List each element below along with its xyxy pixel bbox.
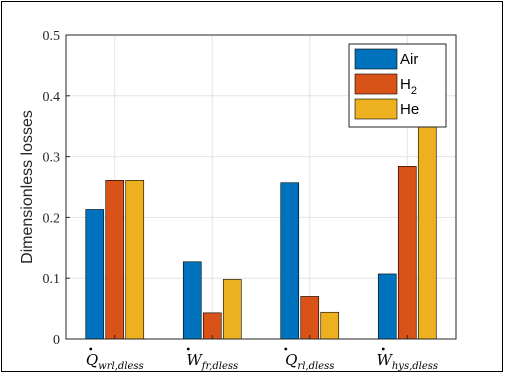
y-axis-label: Dimensionless losses [19,110,36,264]
axes-box [65,34,457,340]
x-tick-label: Qrl,dless [285,351,334,372]
overdot [186,347,190,351]
legend-swatch-he [354,98,398,120]
legend-swatch-air [354,48,398,70]
x-tick-label: Wfr,dless [186,351,238,372]
bar-air-1 [85,209,105,340]
legend-label: He [400,101,419,118]
x-tick-label: Qwrl,dless [86,351,144,372]
y-tick-label: 0.5 [43,29,61,44]
overdot [381,347,385,351]
overdot [89,347,93,351]
legend-label: Air [400,51,418,68]
bar-h-4 [397,166,417,340]
bars [85,73,437,340]
y-tick-label: 0.3 [43,151,61,166]
bar-air-2 [182,261,202,340]
legend: Air H2 He [348,43,447,128]
x-tick-label: Whys,dless [376,351,438,372]
legend-swatch-h [354,73,398,95]
y-tick-label: 0.1 [43,272,61,287]
bar-h-1 [105,180,125,340]
bar-air-4 [377,273,397,340]
bar-he-3 [320,311,340,340]
legend-label: H2 [400,76,417,97]
bar-h-3 [300,296,320,340]
y-tick-labels: 0 0.1 0.2 0.3 0.4 0.5 [43,29,70,348]
overdot [284,347,288,351]
y-tick-label: 0 [53,333,60,348]
x-tick-labels: Qwrl,dless Wfr,dless Qrl,dless Whys,dless [86,335,438,372]
bar-he-2 [222,279,242,340]
bar-air-3 [280,182,300,340]
y-tick-label: 0.4 [43,90,61,105]
bar-he-1 [125,180,145,340]
y-tick-label: 0.2 [43,211,61,226]
